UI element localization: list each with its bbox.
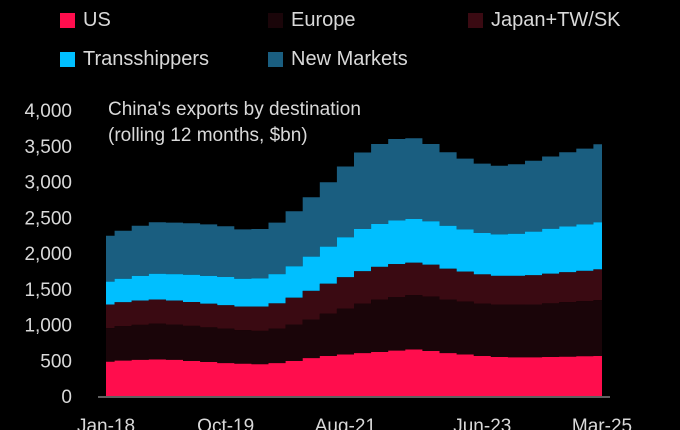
series-area-1 (106, 295, 602, 365)
x-tick-label: Aug-21 (315, 416, 376, 430)
x-tick-label: Mar-25 (572, 416, 632, 430)
legend-swatch (268, 13, 283, 28)
legend-swatch (60, 13, 75, 28)
chart-subtitle: (rolling 12 months, $bn) (108, 125, 308, 146)
legend-label: New Markets (291, 48, 408, 70)
y-tick-label: 4,000 (24, 101, 72, 122)
x-tick-label: Oct-19 (197, 416, 254, 430)
y-tick-label: 0 (61, 387, 72, 408)
series-area-2 (106, 262, 602, 331)
y-tick-label: 1,000 (24, 316, 72, 337)
legend-swatch (268, 52, 283, 67)
series-area-4 (106, 138, 602, 282)
legend-swatch (468, 13, 483, 28)
legend-label: Europe (291, 9, 356, 31)
legend-label: Japan+TW/SK (491, 9, 621, 31)
series-area-0 (106, 349, 602, 396)
legend-swatch (60, 52, 75, 67)
legend-item: New Markets (268, 48, 408, 71)
legend: US Europe Japan+TW/SK Transshippers New Mark… (0, 0, 680, 84)
series-area-3 (106, 219, 602, 307)
y-tick-label: 2,500 (24, 208, 72, 229)
chart-title: China's exports by destination (108, 99, 361, 120)
legend-label: Transshippers (83, 48, 209, 70)
y-tick-label: 2,000 (24, 244, 72, 265)
legend-label: US (83, 9, 111, 31)
x-tick-label: Jan-18 (77, 416, 135, 430)
y-tick-label: 3,000 (24, 173, 72, 194)
legend-item: Transshippers (60, 48, 209, 71)
y-tick-label: 1,500 (24, 280, 72, 301)
legend-item: US (60, 9, 111, 32)
x-tick-label: Jun-23 (453, 416, 511, 430)
y-tick-label: 3,500 (24, 137, 72, 158)
legend-item: Europe (268, 9, 356, 32)
y-tick-label: 500 (40, 351, 72, 372)
legend-item: Japan+TW/SK (468, 9, 621, 32)
